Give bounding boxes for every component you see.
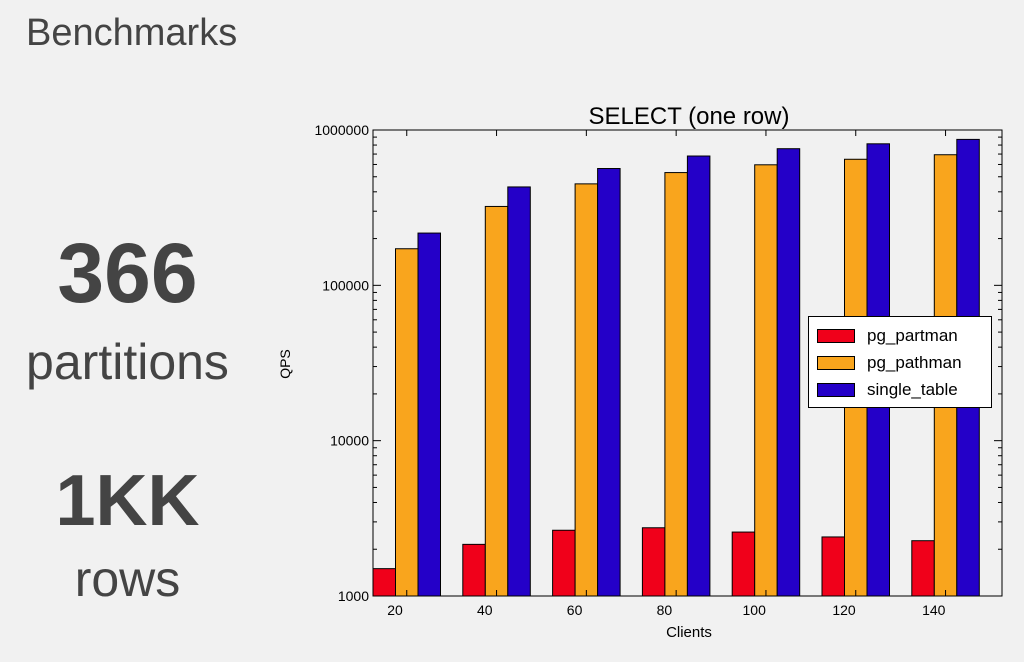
x-tick-label: 100 — [743, 602, 767, 618]
x-tick-label: 60 — [567, 602, 583, 618]
legend-swatch-pg-partman — [817, 328, 855, 343]
x-axis-label: Clients — [666, 624, 712, 641]
x-tick-label: 140 — [922, 602, 946, 618]
bar-pg-partman-40 — [462, 543, 486, 597]
bar-single-table-100 — [776, 148, 801, 597]
bar-pg-pathman-80 — [664, 172, 688, 597]
rows-label: rows — [74, 551, 181, 607]
bar-pg-partman-60 — [552, 529, 576, 597]
chart-title: SELECT (one row) — [589, 103, 790, 130]
bar-pg-pathman-40 — [484, 205, 509, 597]
x-tick-label: 20 — [387, 602, 403, 618]
bar-pg-partman-100 — [731, 531, 756, 597]
x-tick-label: 80 — [657, 602, 673, 618]
chart-legend: pg_partman pg_pathman single_table — [808, 316, 992, 408]
partitions-count: 366 — [57, 226, 198, 320]
partitions-label: partitions — [26, 334, 229, 390]
legend-item-pg-pathman: pg_pathman — [817, 349, 983, 376]
bar-pg-pathman-20 — [395, 248, 419, 597]
legend-label-single-table: single_table — [867, 379, 958, 399]
bar-pg-partman-140 — [911, 540, 935, 597]
bar-single-table-40 — [507, 186, 531, 597]
legend-item-pg-partman: pg_partman — [817, 322, 983, 349]
bar-pg-partman-120 — [821, 536, 845, 597]
legend-swatch-single-table — [817, 382, 855, 397]
y-tick-label: 100000 — [322, 277, 369, 293]
legend-swatch-pg-pathman — [817, 355, 855, 370]
x-tick-label: 120 — [832, 602, 856, 618]
y-tick-label: 1000 — [338, 588, 369, 604]
ticks-group: 1000 10000 100000 1000000 20 40 60 80 100 120 140 — [314, 122, 1002, 618]
rows-count: 1KK — [55, 461, 200, 541]
bar-pg-pathman-60 — [574, 183, 599, 597]
y-axis-label: QPS — [277, 349, 293, 379]
bar-single-table-60 — [597, 168, 621, 597]
x-tick-label: 40 — [477, 602, 493, 618]
plot-frame — [372, 129, 1003, 597]
legend-label-pg-pathman: pg_pathman — [867, 352, 962, 372]
y-tick-label: 10000 — [330, 433, 369, 449]
bar-pg-partman-80 — [641, 527, 666, 597]
legend-label-pg-partman: pg_partman — [867, 325, 958, 345]
bar-single-table-80 — [686, 155, 711, 597]
legend-item-single-table: single_table — [817, 376, 983, 403]
bar-single-table-20 — [417, 232, 441, 597]
y-tick-label: 1000000 — [314, 122, 369, 138]
slide-title: Benchmarks — [26, 12, 238, 54]
bars-group — [372, 138, 980, 597]
bar-pg-partman-20 — [372, 568, 396, 597]
bar-pg-pathman-100 — [754, 164, 778, 597]
